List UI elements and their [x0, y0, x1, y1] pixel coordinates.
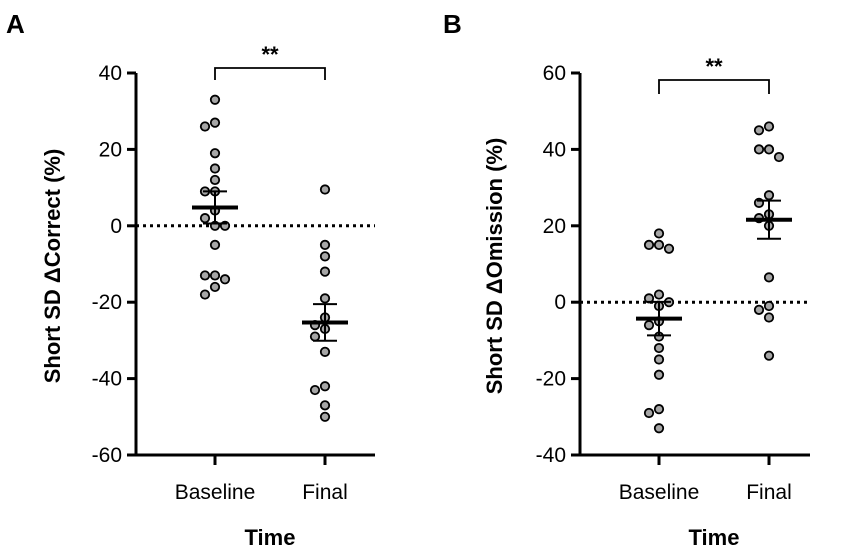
panel-a-significance-bracket — [214, 67, 326, 80]
panel-a-data-point-baseline — [219, 274, 231, 285]
panel-b-data-point-baseline — [653, 239, 665, 250]
panel-b-y-tick-label: 0 — [554, 291, 566, 314]
panel-b-data-point-baseline — [663, 243, 675, 254]
panel-b-y-tick-label: 40 — [543, 138, 566, 161]
panel-a-significance-label: ** — [261, 42, 279, 67]
panel-b-data-point-final — [763, 312, 775, 323]
panel-b-data-point-final — [763, 121, 775, 132]
panel-a-data-point-final — [319, 346, 331, 357]
panel-b-data-point-final — [773, 151, 785, 163]
panel-b-data-point-baseline — [653, 354, 665, 365]
panel-a-x-tick-label-final: Final — [302, 481, 348, 504]
panel-b-y-axis-title: Short SD ΔOmission (%) — [482, 138, 507, 395]
panel-b-data-point-final — [763, 300, 775, 312]
panel-b-data-point-baseline — [653, 423, 665, 434]
panel-b-significance-bracket — [658, 79, 770, 94]
panel-b-data-point-baseline — [653, 289, 665, 300]
panel-b-significance-label: ** — [705, 54, 723, 79]
panel-a-data-point-baseline — [199, 270, 211, 281]
panel-b-data-point-final — [763, 272, 775, 283]
panel-a-plot-area: 40 20 0 -20 -40 -60 Baseline Final — [92, 62, 375, 504]
panel-b-plot-area: 60 40 20 0 -20 -40 Baseline Final — [536, 62, 810, 504]
panel-a-label: A — [6, 9, 25, 39]
panel-a-x-tick-label-baseline: Baseline — [175, 481, 256, 504]
panel-b-label: B — [443, 9, 462, 39]
panel-a-data-point-final — [319, 381, 331, 392]
panel-a-data-point-final — [319, 400, 331, 411]
panel-a-data-point-baseline — [209, 174, 221, 186]
panel-a-data-point-final — [319, 239, 331, 250]
panel-b-x-tick-label-final: Final — [746, 481, 792, 504]
panel-b-x-axis-title: Time — [689, 525, 740, 550]
panel-b-data-point-baseline — [643, 407, 655, 419]
panel-b-data-point-baseline — [653, 369, 665, 380]
panel-b-data-point-final — [753, 304, 765, 315]
panel-b: B Short SD ΔOmission (%) Time ** 60 40 20 0… — [443, 9, 810, 550]
panel-a-data-point-baseline — [209, 270, 221, 281]
panel-b-x-tick-label-baseline: Baseline — [619, 481, 700, 504]
panel-b-y-tick-label: 20 — [543, 215, 566, 238]
panel-a-y-tick-label: -40 — [92, 368, 122, 391]
panel-b-data-point-final — [753, 125, 765, 136]
panel-a-data-point-final — [319, 411, 331, 422]
panel-a-y-tick-label: 0 — [110, 215, 122, 238]
panel-a-data-point-baseline — [209, 148, 221, 159]
panel-b-y-tick-label: -20 — [536, 368, 566, 391]
panel-a-data-point-baseline — [199, 289, 211, 300]
panel-a-data-point-final — [319, 293, 331, 304]
panel-b-data-point-baseline — [653, 342, 665, 354]
panel-b-y-tick-label: 60 — [543, 62, 566, 85]
panel-a-data-point-baseline — [209, 163, 221, 174]
panel-a-data-point-baseline — [199, 213, 211, 224]
panel-b-y-tick-label: -40 — [536, 444, 566, 467]
panel-a-data-point-final — [319, 251, 331, 262]
panel-a-data-point-final — [309, 331, 321, 342]
panel-a-y-tick-label: -20 — [92, 291, 122, 314]
panel-b-data-point-final — [763, 350, 775, 361]
panel-b-data-point-final — [763, 144, 775, 155]
panel-a-y-tick-label: 40 — [99, 62, 122, 85]
panel-a-y-tick-label: 20 — [99, 138, 122, 161]
panel-a: A Short SD ΔCorrect (%) Time ** 40 20 0 -20… — [6, 9, 375, 550]
panel-a-x-axis-title: Time — [245, 525, 296, 550]
panel-b-data-point-final — [753, 144, 765, 155]
panel-b-data-point-baseline — [653, 228, 665, 239]
panel-a-data-point-final — [309, 384, 321, 396]
panel-a-y-tick-label: -60 — [92, 444, 122, 467]
panel-a-y-axis-title: Short SD ΔCorrect (%) — [40, 149, 65, 384]
panel-a-data-point-final — [319, 266, 331, 277]
panel-b-data-point-final — [763, 190, 775, 201]
panel-b-data-point-baseline — [643, 239, 655, 250]
panel-a-data-point-baseline — [199, 121, 211, 132]
panel-a-data-point-baseline — [209, 117, 221, 128]
panel-b-data-point-baseline — [653, 404, 665, 415]
panel-a-data-point-final — [319, 184, 331, 195]
panel-b-data-point-baseline — [643, 320, 655, 331]
panel-a-data-point-baseline — [209, 281, 221, 293]
panel-a-data-point-baseline — [209, 239, 221, 250]
panel-a-data-point-baseline — [209, 94, 221, 105]
